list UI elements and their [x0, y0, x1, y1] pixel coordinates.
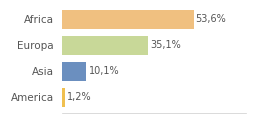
- Bar: [62, 10, 194, 29]
- Bar: [62, 62, 87, 81]
- Text: 35,1%: 35,1%: [150, 40, 181, 50]
- Text: 53,6%: 53,6%: [196, 14, 227, 24]
- Text: 10,1%: 10,1%: [88, 66, 119, 76]
- Bar: [62, 88, 65, 107]
- Bar: [62, 36, 148, 55]
- Text: 1,2%: 1,2%: [67, 92, 91, 102]
